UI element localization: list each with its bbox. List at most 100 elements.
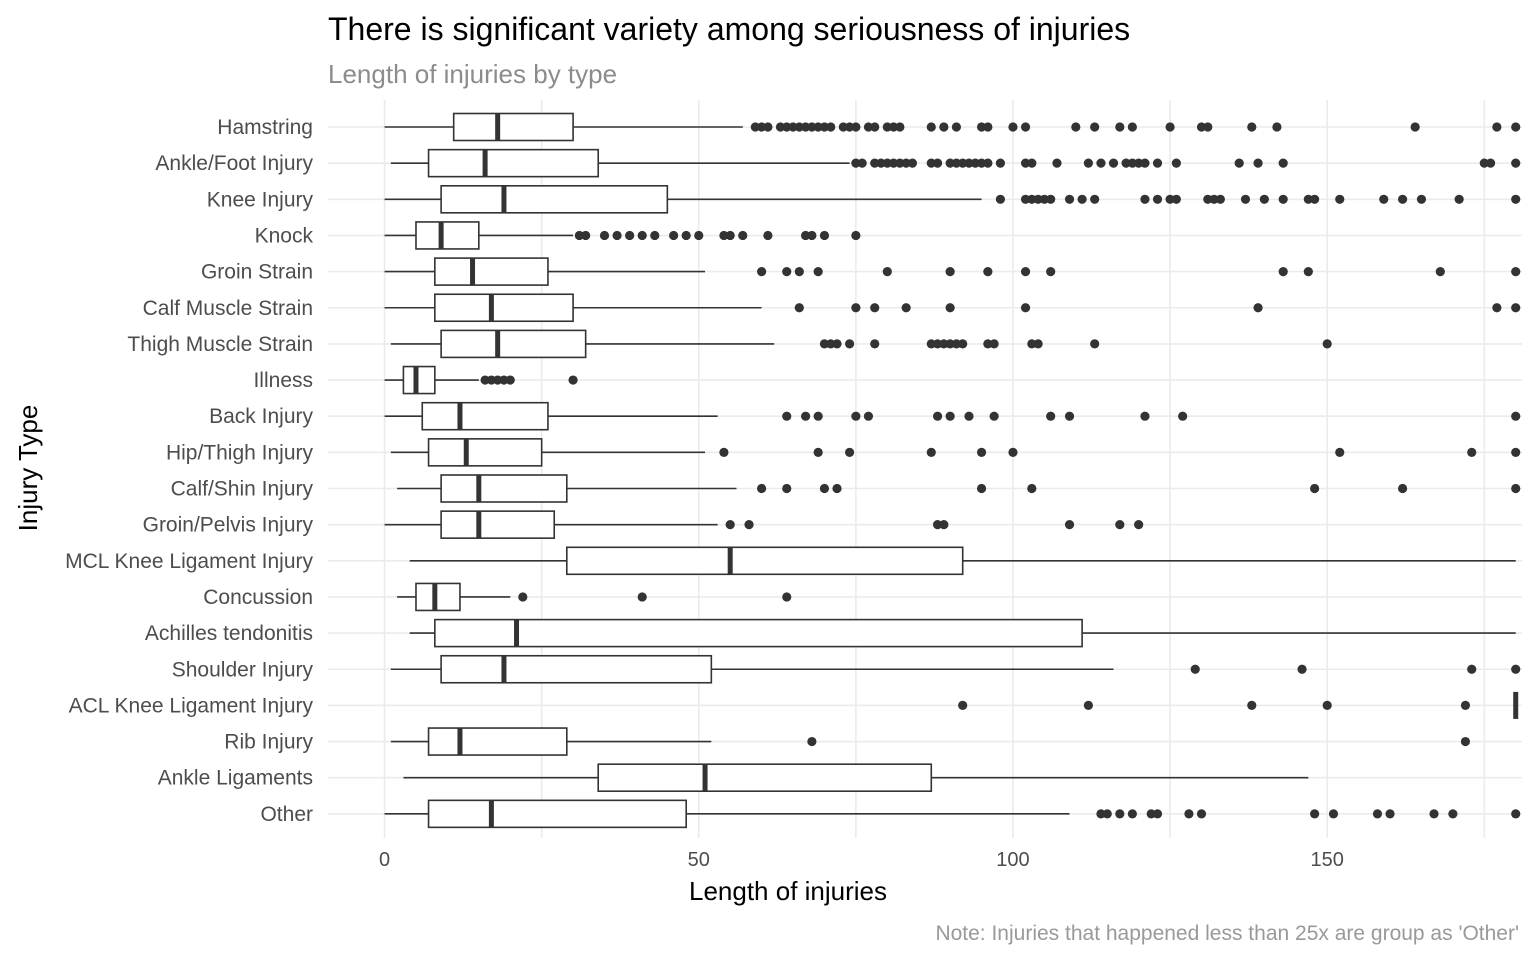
outlier-point <box>1064 194 1075 204</box>
outlier-point <box>1479 158 1489 168</box>
outlier-point <box>1008 447 1018 457</box>
outlier-point <box>1448 809 1458 819</box>
outlier-point <box>1203 194 1213 204</box>
outlier-point <box>725 520 735 530</box>
outlier-point <box>995 158 1006 168</box>
outlier-point <box>1171 158 1181 168</box>
y-tick-label: Hip/Thigh Injury <box>166 441 314 464</box>
box-group <box>958 691 1519 719</box>
outlier-point <box>976 483 987 494</box>
outlier-point <box>669 230 679 241</box>
outlier-point <box>1165 194 1175 204</box>
outlier-point <box>838 122 848 132</box>
y-tick-label: Groin Strain <box>201 261 313 284</box>
y-tick-label: Other <box>260 803 313 826</box>
outlier-point <box>1310 809 1320 819</box>
box-group <box>390 654 1521 684</box>
outlier-point <box>976 447 987 457</box>
outlier-point <box>612 230 622 241</box>
outlier-point <box>1398 194 1408 204</box>
outlier-point <box>637 230 647 241</box>
outlier-point <box>1083 700 1093 711</box>
outlier-point <box>1247 122 1257 132</box>
outlier-point <box>1008 122 1018 132</box>
outlier-point <box>826 122 836 132</box>
outlier-point <box>819 483 830 494</box>
outlier-point <box>1152 809 1163 819</box>
outlier-point <box>932 520 943 530</box>
outlier-point <box>1303 267 1313 277</box>
outlier-point <box>480 375 490 385</box>
outlier-point <box>807 122 817 132</box>
outlier-point <box>983 339 993 349</box>
y-tick-label: Hamstring <box>217 116 313 139</box>
outlier-point <box>775 122 786 132</box>
iqr-box <box>597 763 933 793</box>
outlier-point <box>863 411 874 421</box>
outlier-point <box>1127 158 1137 168</box>
outlier-point <box>1310 194 1320 204</box>
y-tick-label: Groin/Pelvis Injury <box>143 514 314 537</box>
outlier-point <box>782 592 792 602</box>
outlier-point <box>681 230 691 241</box>
outlier-point <box>926 447 936 457</box>
box-group <box>384 510 1144 539</box>
box-group <box>384 221 861 250</box>
outlier-point <box>637 592 647 602</box>
outlier-point <box>1511 194 1521 204</box>
box-group <box>384 185 1521 214</box>
outlier-point <box>1511 809 1521 819</box>
box-group <box>390 148 1521 178</box>
outlier-point <box>1259 194 1269 204</box>
outlier-point <box>782 267 792 277</box>
outlier-point <box>964 411 974 421</box>
box-group <box>390 727 1471 756</box>
outlier-point <box>945 267 955 277</box>
outlier-point <box>945 303 955 313</box>
x-tick-label: 50 <box>688 849 710 871</box>
x-tick-labels: 0 50 100 150 <box>379 849 1344 871</box>
outlier-point <box>1027 158 1037 168</box>
outlier-point <box>794 267 804 277</box>
outlier-point <box>1203 122 1213 132</box>
outlier-point <box>625 230 635 241</box>
outlier-point <box>719 230 729 241</box>
x-tick-label: 100 <box>996 849 1029 871</box>
box-group <box>397 582 792 612</box>
outlier-point <box>1033 339 1043 349</box>
box-group <box>384 401 1521 431</box>
outlier-point <box>939 339 949 349</box>
outlier-point <box>932 411 943 421</box>
y-tick-label: Concussion <box>203 586 313 609</box>
outlier-point <box>1467 447 1477 457</box>
outlier-point <box>970 158 980 168</box>
outlier-point <box>1102 809 1112 819</box>
outlier-point <box>599 230 610 241</box>
y-tick-label: ACL Knee Ligament Injury <box>69 694 314 717</box>
outlier-point <box>1511 483 1521 494</box>
iqr-box <box>421 401 549 431</box>
outlier-point <box>995 194 1006 204</box>
outlier-point <box>1215 194 1225 204</box>
outlier-point <box>1485 158 1496 168</box>
iqr-box <box>434 618 1083 648</box>
outlier-point <box>1090 122 1100 132</box>
outlier-point <box>939 122 949 132</box>
iqr-box <box>440 654 713 684</box>
outlier-point <box>499 375 509 385</box>
outlier-point <box>939 520 949 530</box>
outlier-point <box>807 736 817 747</box>
outlier-point <box>932 158 943 168</box>
outlier-point <box>1020 122 1031 132</box>
outlier-point <box>1046 267 1056 277</box>
outlier-point <box>1020 267 1031 277</box>
y-axis-label: Injury Type <box>13 405 43 532</box>
outlier-point <box>1090 339 1100 349</box>
outlier-point <box>1467 664 1477 674</box>
outlier-point <box>1253 158 1263 168</box>
outlier-point <box>581 230 591 241</box>
outlier-point <box>857 158 867 168</box>
outlier-point <box>1196 122 1207 132</box>
outlier-point <box>901 158 911 168</box>
outlier-point <box>1146 809 1156 819</box>
